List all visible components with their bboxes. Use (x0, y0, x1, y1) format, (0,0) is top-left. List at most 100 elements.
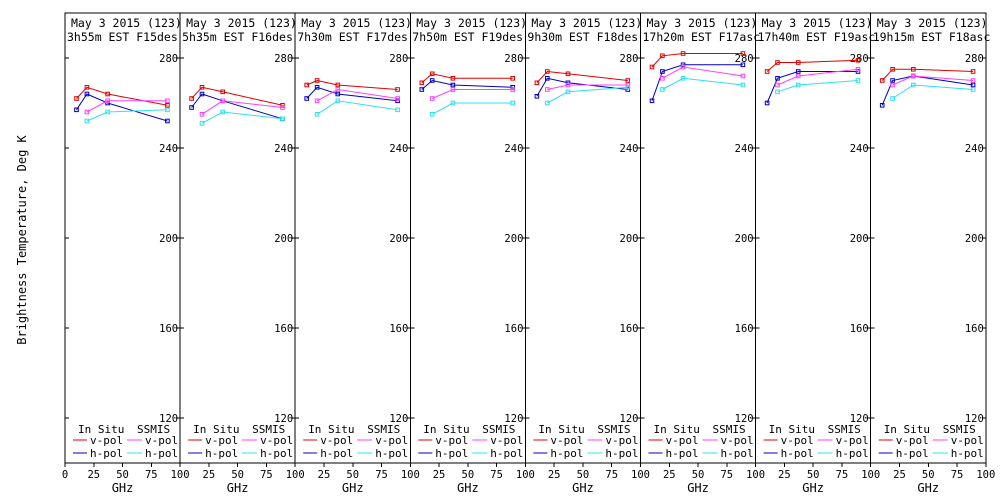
x-tick-label: 50 (462, 469, 475, 481)
panel-title-date: May 3 2015 (123) (416, 16, 527, 30)
x-axis-label: GHz (342, 481, 364, 495)
x-tick-label: 100 (631, 469, 650, 481)
in-situ-v-point (855, 58, 861, 63)
y-tick-label: 200 (504, 233, 523, 245)
x-tick-label: 75 (605, 469, 618, 481)
legend-ssmis-h-label: h-pol (951, 447, 984, 460)
in-situ-h-line (306, 86, 398, 102)
panel-title-pass: 5h35m EST F16des (182, 30, 293, 44)
in-situ-v-point (165, 103, 170, 108)
x-tick-label: 100 (516, 469, 535, 481)
ssmis-h-point (220, 109, 225, 115)
ssmis-v-point (565, 82, 571, 88)
ssmis-h-point (450, 100, 456, 106)
legend-in-situ-v-label: v-pol (550, 434, 583, 447)
ssmis-h-line (431, 102, 513, 115)
y-tick-label: 200 (850, 233, 869, 245)
x-tick-label: 25 (203, 469, 216, 481)
y-tick-label: 160 (274, 323, 293, 335)
in-situ-v-point (395, 87, 400, 92)
legend-in-situ-h-label: h-pol (90, 447, 123, 460)
ssmis-v-point (280, 105, 285, 110)
ssmis-v-line (432, 89, 513, 99)
x-tick-label: 75 (375, 469, 388, 481)
ssmis-v-point (660, 76, 665, 81)
x-axis-label: GHz (112, 481, 134, 495)
ssmis-h-point (740, 82, 746, 88)
ssmis-h-point (510, 100, 515, 106)
in-situ-h-point (660, 69, 665, 74)
y-tick-label: 200 (274, 233, 293, 245)
ssmis-v-point (335, 87, 341, 92)
in-situ-h-point (764, 100, 770, 106)
x-tick-label: 75 (951, 469, 964, 481)
in-situ-h-point (740, 62, 746, 68)
legend-ssmis-h-label: h-pol (145, 447, 178, 460)
panel-title-pass: 9h30m EST F18des (527, 30, 638, 44)
legend-ssmis-h-label: h-pol (836, 447, 869, 460)
ssmis-h-line (316, 100, 398, 115)
panel-title-date: May 3 2015 (123) (71, 16, 182, 30)
legend-ssmis-v-label: v-pol (490, 434, 523, 447)
in-situ-h-point (649, 98, 655, 104)
panel-6: May 3 2015 (123)17h20m EST F17asc 120 160 2… (640, 12, 765, 495)
ssmis-v-point (680, 64, 686, 70)
y-tick-label: 160 (965, 323, 984, 335)
y-tick-label: 160 (504, 323, 523, 335)
in-situ-h-point (795, 69, 801, 74)
ssmis-v-line (86, 100, 168, 113)
legend-ssmis-h-label: h-pol (721, 447, 754, 460)
x-tick-label: 50 (231, 469, 244, 481)
in-situ-v-point (795, 60, 801, 65)
legend-in-situ-v-label: v-pol (666, 434, 699, 447)
ssmis-v-point (911, 73, 916, 79)
legend-in-situ-header: In Situ (769, 423, 815, 436)
panel-title-pass: 3h55m EST F15des (67, 30, 178, 44)
in-situ-v-point (565, 71, 571, 77)
x-tick-label: 100 (286, 469, 305, 481)
in-situ-v-point (775, 60, 780, 65)
in-situ-v-point (534, 80, 540, 86)
legend-ssmis-v-label: v-pol (721, 434, 754, 447)
x-tick-label: 25 (318, 469, 331, 481)
legend-ssmis-h-label: h-pol (260, 447, 293, 460)
in-situ-v-point (911, 67, 916, 72)
in-situ-v-point (199, 85, 205, 90)
panel-5: May 3 2015 (123)9h30m EST F18des 120 160 20… (524, 12, 650, 495)
in-situ-v-line (766, 59, 859, 72)
ssmis-v-point (429, 96, 435, 101)
in-situ-v-point (450, 76, 456, 81)
ssmis-h-point (625, 85, 631, 90)
x-tick-label: 25 (548, 469, 561, 481)
ssmis-h-point (314, 112, 320, 117)
in-situ-v-point (429, 71, 435, 77)
in-situ-v-point (740, 51, 746, 56)
ssmis-h-line (201, 111, 283, 124)
ssmis-v-point (545, 87, 550, 92)
legend-in-situ-v-label: v-pol (90, 434, 123, 447)
legend-in-situ-header: In Situ (423, 423, 469, 436)
in-situ-h-line (76, 93, 168, 122)
ssmis-v-point (84, 109, 90, 115)
y-tick-label: 240 (965, 143, 984, 155)
legend-ssmis-v-label: v-pol (260, 434, 293, 447)
in-situ-h-point (84, 91, 90, 97)
legend-in-situ-header: In Situ (308, 423, 354, 436)
ssmis-v-point (740, 73, 746, 79)
x-tick-label: 100 (171, 469, 190, 481)
in-situ-h-point (890, 78, 895, 83)
y-tick-label: 160 (620, 323, 639, 335)
ssmis-v-point (450, 87, 456, 92)
y-tick-label: 240 (389, 143, 408, 155)
legend-in-situ-h-label: h-pol (550, 447, 583, 460)
ssmis-h-point (84, 118, 90, 124)
panel-title-date: May 3 2015 (123) (762, 16, 873, 30)
in-situ-v-point (189, 96, 194, 101)
in-situ-v-point (649, 64, 655, 70)
ssmis-v-line (777, 68, 859, 86)
y-tick-label: 120 (389, 413, 408, 425)
legend-ssmis-header: SSMIS (713, 423, 746, 436)
y-tick-label: 240 (274, 143, 293, 155)
panels-group: May 3 2015 (123)3h55m EST F15des12016020… (62, 12, 995, 495)
